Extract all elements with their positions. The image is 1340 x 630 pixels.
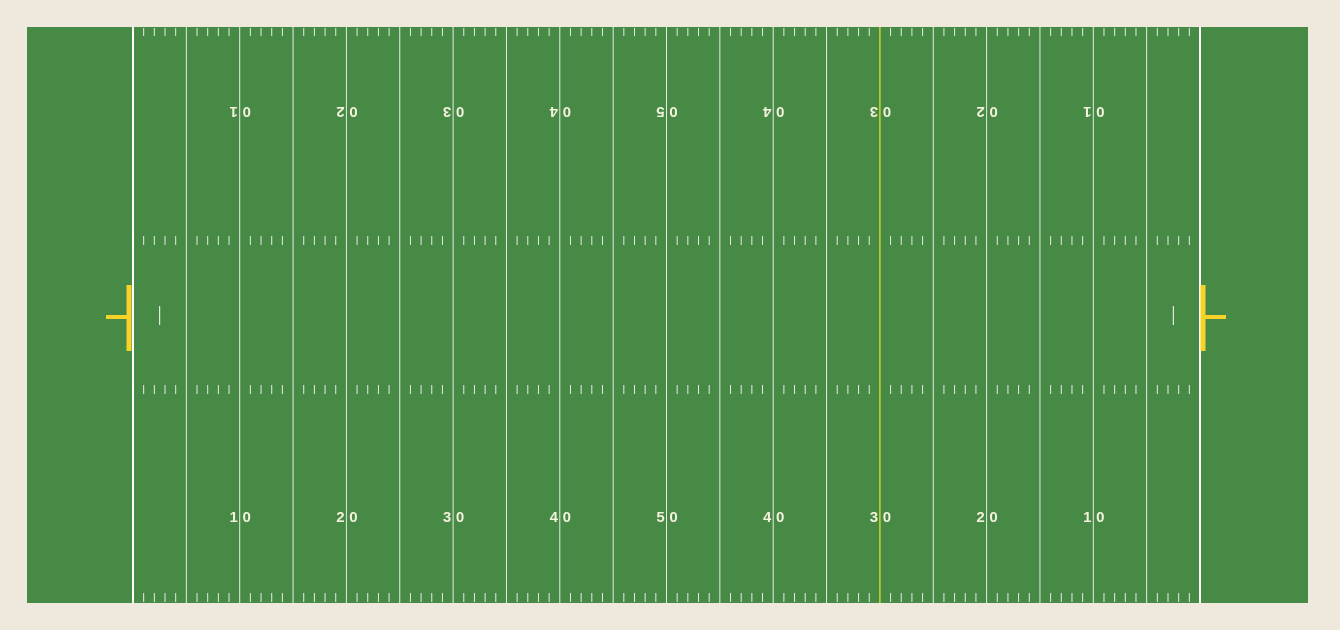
- yard-number-digit: 5: [656, 509, 664, 526]
- yard-number-digit: 4: [550, 509, 559, 526]
- yard-number-digit: 0: [563, 103, 571, 120]
- yard-number-digit: 4: [762, 103, 771, 120]
- yard-number-digit: 5: [656, 103, 664, 120]
- yard-number-digit: 1: [230, 509, 238, 526]
- yard-number-digit: 0: [883, 103, 891, 120]
- yard-number-digit: 0: [669, 509, 677, 526]
- yard-number-digit: 0: [1096, 103, 1104, 120]
- yard-number-digit: 0: [243, 103, 251, 120]
- yard-number-digit: 2: [336, 509, 344, 526]
- yard-number-digit: 0: [669, 103, 677, 120]
- yard-number-digit: 0: [456, 103, 464, 120]
- yard-number-digit: 3: [443, 509, 451, 526]
- yard-number-digit: 0: [456, 509, 464, 526]
- yard-number-digit: 0: [776, 103, 784, 120]
- goalposts: [106, 285, 1226, 351]
- yard-number-digit: 0: [1096, 509, 1104, 526]
- yard-number-digit: 0: [883, 509, 891, 526]
- yard-lines: [132, 27, 1201, 603]
- yard-number-digit: 3: [443, 103, 451, 120]
- yard-number-digit: 0: [349, 103, 357, 120]
- yard-number-digit: 1: [1083, 103, 1091, 120]
- yard-number-digit: 2: [976, 509, 984, 526]
- yard-number-digit: 2: [976, 103, 984, 120]
- yard-number-digit: 4: [763, 509, 772, 526]
- yard-number-digit: 4: [549, 103, 558, 120]
- turf: [27, 27, 1308, 603]
- yard-number-digit: 0: [989, 509, 997, 526]
- yard-number-digit: 0: [776, 509, 784, 526]
- yard-number-digit: 3: [870, 103, 878, 120]
- hash-marks: [143, 28, 1190, 602]
- yard-number-digit: 3: [870, 509, 878, 526]
- yard-number-digit: 0: [989, 103, 997, 120]
- yard-number-digit: 2: [336, 103, 344, 120]
- yard-number-digit: 0: [563, 509, 571, 526]
- yard-number-digit: 0: [243, 509, 251, 526]
- yard-number-digit: 1: [1083, 509, 1091, 526]
- yard-number-digit: 0: [349, 509, 357, 526]
- yard-number-digit: 1: [230, 103, 238, 120]
